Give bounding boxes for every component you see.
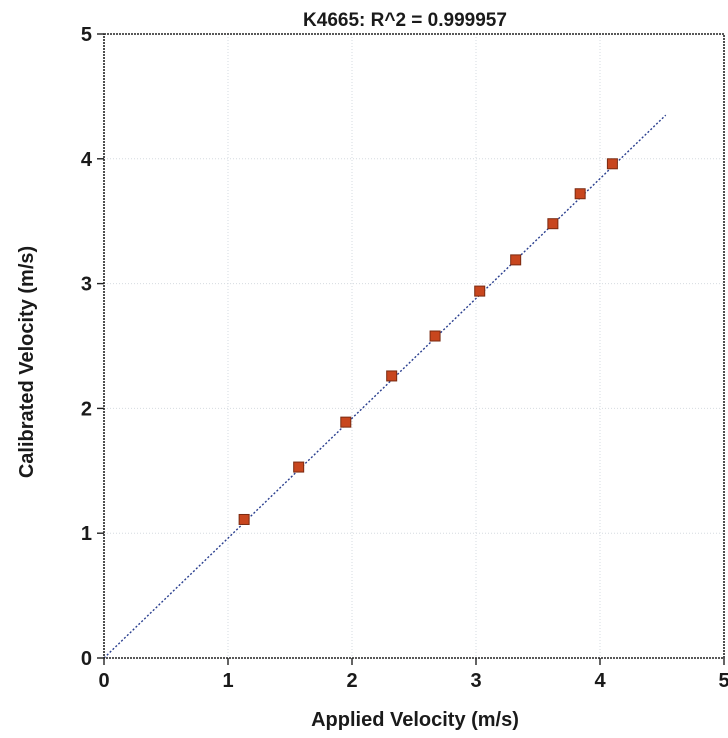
x-tick-label: 3 — [470, 670, 481, 692]
x-ticks: 0 1 2 3 4 5 — [98, 658, 728, 692]
x-tick-label: 5 — [718, 670, 728, 692]
data-point — [238, 513, 250, 525]
y-tick-label: 1 — [81, 523, 92, 545]
y-axis-label: Calibrated Velocity (m/s) — [16, 246, 38, 478]
x-tick-label: 2 — [346, 670, 357, 692]
y-tick-label: 5 — [81, 24, 92, 46]
data-point — [293, 461, 305, 473]
x-tick-label: 1 — [222, 670, 233, 692]
data-point — [574, 188, 586, 200]
x-tick-label: 4 — [594, 670, 606, 692]
data-point — [429, 330, 441, 342]
data-point — [386, 370, 398, 382]
data-point — [340, 416, 352, 428]
data-point — [510, 254, 522, 266]
data-point — [547, 218, 559, 230]
data-points — [238, 158, 618, 525]
chart-title: K4665: R^2 = 0.999957 — [303, 10, 507, 31]
y-ticks: 0 1 2 3 4 5 — [81, 24, 104, 670]
x-tick-label: 0 — [98, 670, 109, 692]
data-point — [474, 285, 486, 297]
y-tick-label: 3 — [81, 274, 92, 296]
y-tick-label: 0 — [81, 648, 92, 670]
data-point — [606, 158, 618, 170]
plot-frame — [103, 33, 725, 659]
x-axis-label: Applied Velocity (m/s) — [311, 709, 519, 731]
y-tick-label: 4 — [81, 149, 93, 171]
grid-lines — [104, 34, 724, 658]
y-tick-label: 2 — [81, 398, 92, 420]
